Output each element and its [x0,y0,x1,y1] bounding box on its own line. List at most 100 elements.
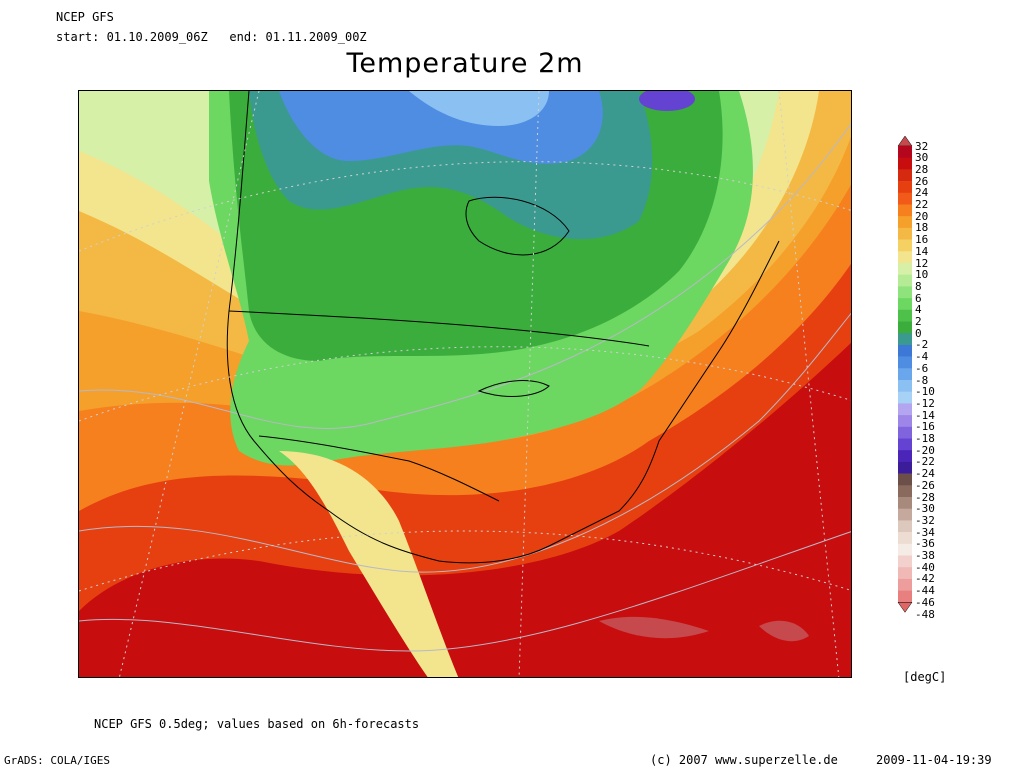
colorbar-swatch [898,169,912,182]
caribbean-islands [599,616,709,639]
colorbar-arrow-bottom [897,602,913,613]
colorbar-tick-label: -14 [915,408,935,422]
colorbar-swatch [898,450,912,463]
colorbar-tick-label: -48 [915,607,935,621]
colorbar-swatch [898,274,912,287]
colorbar-swatch [898,333,912,346]
colorbar-tick-label: -24 [915,467,935,481]
colorbar-swatch [898,391,912,404]
colorbar-swatch [898,590,912,603]
colorbar-swatch [898,146,912,158]
colorbar-tick-label: 6 [915,291,922,305]
region-arctic [639,91,695,111]
colorbar-swatch [898,403,912,416]
region-coldest [409,91,549,126]
colorbar-tick-label: 0 [915,326,922,340]
graticule [518,91,540,677]
caribbean-islands-east [759,620,809,642]
colorbar-tick-label: 2 [915,315,922,328]
colorbar-swatch [898,578,912,591]
colorbar-swatch [898,485,912,498]
colorbar-tick-label: 22 [915,198,929,211]
colorbar-swatch [898,567,912,580]
colorbar-swatch [898,192,912,205]
colorbar-swatch [898,298,912,311]
colorbar-tick-label: -26 [915,478,935,492]
colorbar-swatch [898,157,912,170]
colorbar-tick-label: -22 [915,455,935,469]
page-title: Temperature 2m [346,48,584,79]
colorbar-tick-label: -42 [915,572,935,586]
colorbar-tick-label: -36 [915,537,935,551]
colorbar-swatch [898,532,912,545]
colorbar-swatch [898,286,912,299]
hudson-bay [465,196,570,256]
isotherm-line [79,122,851,429]
footer-note: NCEP GFS 0.5deg; values based on 6h-fore… [94,717,420,731]
colorbar-swatch [898,251,912,264]
colorbar-tick-label: 18 [915,221,929,235]
graticule [778,91,840,677]
colorbar-tick-label: 20 [915,209,929,223]
colorbar-tick-label: -20 [915,443,935,457]
colorbar-swatch [898,309,912,322]
colorbar-tick-label: -10 [915,385,935,399]
colorbar-swatch [898,415,912,428]
colorbar-swatch [898,438,912,451]
colorbar-tick-label: 32 [915,139,929,153]
colorbar-tick-label: -44 [915,584,935,598]
footer-copyright: (c) 2007 www.superzelle.de [650,753,838,767]
colorbar-tick-label: -12 [915,396,935,410]
colorbar-tick-label: 4 [915,303,922,317]
colorbar-swatch [898,321,912,334]
graticule [79,161,851,252]
colorbar-tick-label: -30 [915,502,935,516]
period-label: start: 01.10.2009_06Z end: 01.11.2009_00… [56,30,367,44]
colorbar-tick-label: -6 [915,361,929,375]
colorbar-swatch [898,227,912,240]
colorbar-swatch [898,181,912,194]
colorbar-swatch [898,520,912,533]
unit-label: [degC] [903,670,947,684]
colorbar-tick-label: 24 [915,186,929,200]
colorbar-swatch [898,344,912,357]
colorbar-tick-label: -4 [915,350,929,364]
colorbar-tick-label: -40 [915,560,935,574]
colorbar-tick-label: 8 [915,279,922,293]
border-us-mexico [258,435,500,502]
colorbar-swatch [898,508,912,521]
colorbar-swatch [898,356,912,369]
colorbar-swatch [898,426,912,439]
colorbar-swatch [898,543,912,556]
colorbar-tick-label: -16 [915,420,935,434]
colorbar-arrow-top [897,136,913,147]
colorbar-tick-label: -28 [915,490,935,504]
graticule [79,346,851,422]
colorbar-tick-label: -2 [915,338,929,352]
great-lakes [477,380,550,397]
colorbar-tick-label: 14 [915,244,929,258]
colorbar-swatch [898,216,912,229]
border-us-canada [228,310,650,347]
footer-timestamp: 2009-11-04-19:39 [876,753,992,767]
colorbar-swatch [898,368,912,381]
colorbar-swatch [898,239,912,252]
isotherm-line [79,531,851,652]
coastline [226,91,780,564]
colorbar-swatch [898,263,912,275]
colorbar [897,136,913,613]
colorbar-tick-label: 28 [915,162,929,176]
mexico-highlands [279,451,459,677]
temperature-map [78,90,852,678]
colorbar-tick-label: 26 [915,174,929,188]
colorbar-tick-label: 12 [915,256,929,270]
footer-software: GrADS: COLA/IGES [4,754,110,767]
colorbar-tick-label: -34 [915,525,935,539]
colorbar-swatch [898,461,912,474]
graticule [79,530,851,592]
colorbar-tick-label: -32 [915,513,935,527]
colorbar-swatch [898,380,912,392]
colorbar-tick-label: 10 [915,268,929,282]
temperature-field [79,91,851,677]
colorbar-tick-label: -38 [915,549,935,562]
